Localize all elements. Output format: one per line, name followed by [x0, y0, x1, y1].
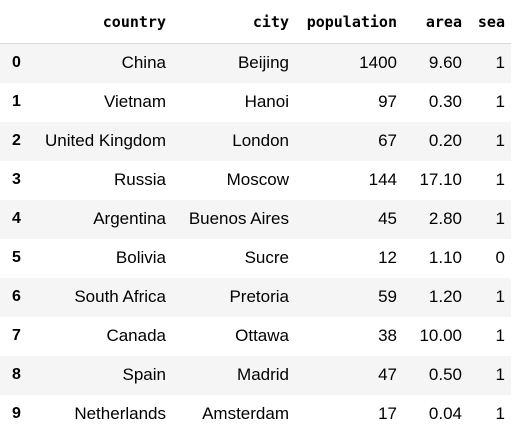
- header-country: country: [31, 0, 172, 44]
- cell-city: Sucre: [244, 248, 289, 267]
- cell-area: 0.30: [428, 92, 462, 111]
- row-index: 6: [12, 288, 21, 305]
- row-index: 8: [12, 366, 21, 383]
- cell-city: Hanoi: [244, 92, 289, 111]
- row-index: 9: [12, 405, 21, 422]
- header-area: area: [403, 0, 468, 44]
- table-row: 4 Argentina Buenos Aires 45 2.80 1: [0, 199, 511, 239]
- cell-sea: 1: [495, 209, 505, 228]
- cell-population: 97: [378, 92, 397, 111]
- cell-country: Russia: [114, 170, 166, 189]
- row-index: 4: [12, 210, 21, 227]
- cell-country: Canada: [106, 326, 166, 345]
- cell-country: Argentina: [93, 209, 166, 228]
- cell-sea: 1: [495, 404, 505, 423]
- row-index: 0: [12, 54, 21, 72]
- cell-area: 9.60: [428, 53, 462, 73]
- cell-country: Netherlands: [74, 404, 166, 423]
- table-row: 2 United Kingdom London 67 0.20 1: [0, 121, 511, 161]
- cell-country: China: [121, 53, 166, 73]
- cell-city: Moscow: [226, 170, 289, 189]
- cell-city: Beijing: [237, 53, 289, 73]
- cell-area: 10.00: [419, 326, 462, 345]
- cell-population: 45: [378, 209, 397, 228]
- header-city: city: [172, 0, 295, 44]
- cell-country: South Africa: [74, 287, 166, 306]
- cell-city: Buenos Aires: [188, 209, 289, 228]
- table-body: 0 China Beijing 1400 9.60 1 1 Vietnam Ha…: [0, 43, 511, 434]
- table-row: 1 Vietnam Hanoi 97 0.30 1: [0, 82, 511, 122]
- cell-city: Madrid: [237, 365, 289, 384]
- header-index: [0, 0, 31, 44]
- table-row: 3 Russia Moscow 144 17.10 1: [0, 160, 511, 200]
- cell-city: London: [232, 131, 289, 150]
- cell-sea: 1: [495, 326, 505, 345]
- row-index: 5: [12, 249, 21, 266]
- row-index: 2: [12, 132, 21, 149]
- cell-area: 2.80: [428, 209, 462, 228]
- cell-population: 1400: [359, 53, 397, 73]
- cell-area: 0.20: [428, 131, 462, 150]
- table-row: 7 Canada Ottawa 38 10.00 1: [0, 316, 511, 356]
- cell-sea: 1: [495, 287, 505, 306]
- cell-population: 38: [378, 326, 397, 345]
- header-sea: sea: [468, 0, 511, 44]
- row-index: 1: [12, 93, 21, 110]
- cell-population: 144: [368, 170, 397, 189]
- cell-area: 0.04: [428, 404, 462, 423]
- table-header: country city population area sea: [0, 0, 511, 44]
- header-row: country city population area sea: [0, 0, 511, 44]
- cell-population: 12: [378, 248, 397, 267]
- row-index: 7: [12, 327, 21, 344]
- cell-population: 67: [378, 131, 397, 150]
- cell-area: 0.50: [428, 365, 462, 384]
- cell-population: 17: [378, 404, 397, 423]
- cell-city: Pretoria: [229, 287, 289, 306]
- cell-sea: 1: [495, 131, 505, 150]
- table-row: 5 Bolivia Sucre 12 1.10 0: [0, 238, 511, 278]
- cell-country: Bolivia: [115, 248, 166, 267]
- cell-city: Amsterdam: [202, 404, 289, 423]
- cell-area: 1.20: [428, 287, 462, 306]
- table-row: 8 Spain Madrid 47 0.50 1: [0, 355, 511, 395]
- cell-sea: 1: [495, 170, 505, 189]
- row-index: 3: [12, 171, 21, 188]
- cell-area: 1.10: [428, 248, 462, 267]
- dataframe-table: country city population area sea 0 China…: [0, 0, 511, 434]
- header-population: population: [295, 0, 403, 44]
- cell-country: Vietnam: [103, 92, 166, 111]
- table-row: 0 China Beijing 1400 9.60 1: [0, 43, 511, 83]
- cell-country: Spain: [122, 365, 166, 384]
- cell-population: 59: [378, 287, 397, 306]
- cell-population: 47: [378, 365, 397, 384]
- cell-area: 17.10: [419, 170, 462, 189]
- cell-sea: 1: [495, 92, 505, 111]
- table-row: 6 South Africa Pretoria 59 1.20 1: [0, 277, 511, 317]
- cell-country: United Kingdom: [45, 131, 166, 150]
- cell-sea: 0: [495, 248, 505, 267]
- cell-city: Ottawa: [235, 326, 289, 345]
- cell-sea: 1: [495, 365, 505, 384]
- table-row: 9 Netherlands Amsterdam 17 0.04 1: [0, 394, 511, 434]
- cell-sea: 1: [495, 53, 505, 73]
